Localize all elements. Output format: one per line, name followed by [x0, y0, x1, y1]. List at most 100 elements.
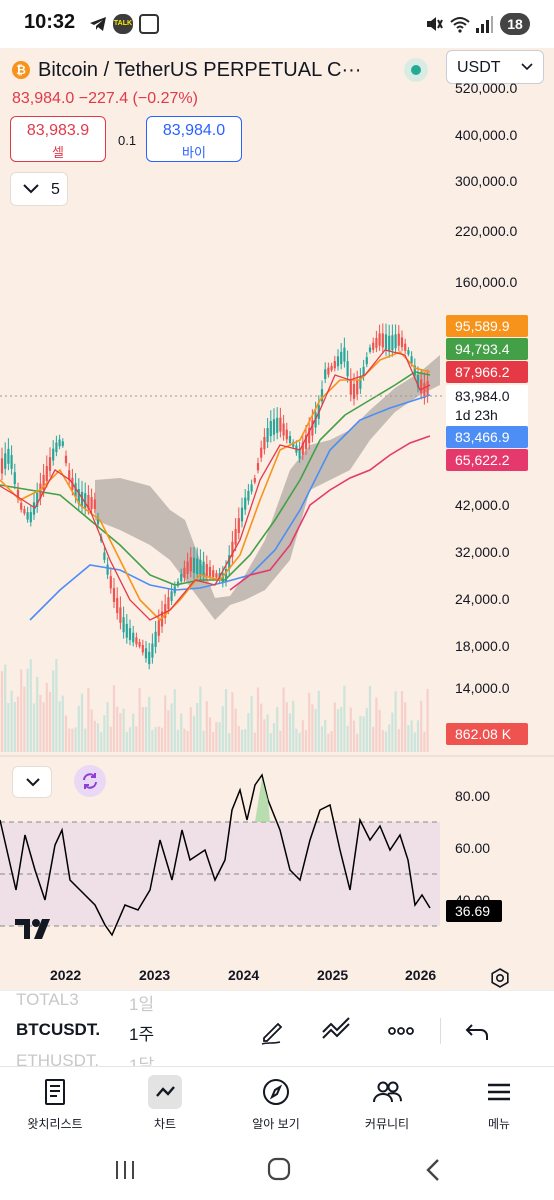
candle [375, 337, 378, 348]
candle [311, 420, 314, 436]
candle [365, 357, 368, 365]
undo-icon[interactable] [464, 1016, 492, 1046]
price-tag: 83,466.9 [446, 426, 528, 448]
nav-menu[interactable]: 메뉴 [444, 1066, 554, 1140]
drawing-pen-icon[interactable] [258, 1016, 288, 1046]
nav-chart[interactable]: 차트 [110, 1066, 220, 1140]
volume-bar [212, 732, 215, 752]
volume-bar [330, 731, 333, 752]
volume-bar [144, 707, 148, 752]
chart-header: ₿ Bitcoin / TetherUS PERPETUAL C··· USDT… [0, 48, 554, 206]
volume-bar [176, 729, 180, 752]
back-icon[interactable] [424, 1158, 444, 1182]
nav-watchlist[interactable]: 왓치리스트 [0, 1066, 110, 1140]
volume-bar [320, 726, 324, 752]
currency-select[interactable]: USDT [446, 50, 544, 84]
candle [343, 347, 346, 362]
volume-bar [119, 713, 122, 752]
volume-bar [132, 713, 135, 752]
candle [333, 361, 336, 369]
price-axis-label: 520,000.0 [455, 80, 518, 96]
volume-bar [333, 702, 336, 752]
candle [420, 379, 423, 394]
volume-bar [260, 703, 263, 752]
volume-bar [365, 708, 368, 752]
time-axis-label: 2026 [405, 967, 437, 983]
candle [298, 448, 301, 459]
volume-bar [135, 726, 138, 752]
symbol-picker[interactable]: BTCUSDT. [16, 1020, 101, 1039]
volume-bar [93, 720, 96, 752]
rsi-collapse-button[interactable] [12, 766, 52, 798]
nav-explore[interactable]: 알아 보기 [221, 1066, 331, 1140]
volume-bar [381, 730, 384, 752]
rsi-axis-label: 80.00 [455, 788, 491, 804]
candle [324, 369, 327, 379]
volume-bar [426, 688, 429, 752]
rsi-refresh-button[interactable] [74, 765, 106, 797]
candle [64, 455, 68, 464]
candle [106, 564, 109, 575]
symbol-title[interactable]: Bitcoin / TetherUS PERPETUAL C··· [38, 58, 362, 81]
price-chart[interactable] [0, 0, 554, 990]
volume-bar [103, 715, 106, 752]
volume-bar [48, 691, 52, 752]
volume-bar [116, 706, 119, 752]
chevron-down-icon [23, 184, 39, 194]
nav-community[interactable]: 커뮤니티 [332, 1066, 442, 1140]
volume-bar [356, 733, 359, 752]
more-icon[interactable] [386, 1016, 416, 1046]
volume-bar [362, 716, 365, 752]
volume-bar [138, 687, 141, 752]
volume-bar [16, 696, 20, 752]
rsi-overbought-fill [255, 778, 270, 822]
volume-bar [208, 717, 212, 752]
volume-bar [276, 707, 279, 752]
candle [349, 379, 352, 395]
candle [93, 499, 96, 510]
volume-bar [61, 695, 64, 752]
indicators-toggle[interactable]: 5 [10, 172, 68, 206]
recent-apps-icon[interactable] [114, 1158, 136, 1182]
candle [388, 335, 391, 352]
volume-bar [413, 732, 416, 752]
price-axis-label: 32,000.0 [455, 544, 510, 560]
candle [116, 597, 119, 614]
candle [61, 441, 64, 446]
candle [167, 597, 170, 610]
candle [282, 423, 285, 436]
nav-community-label: 커뮤니티 [364, 1117, 410, 1131]
volume-bar [68, 728, 71, 752]
volume-bar [359, 715, 362, 752]
timeframe-picker[interactable]: 1주 [129, 1025, 155, 1044]
volume-bar [215, 722, 218, 752]
status-time: 10:32 [24, 11, 76, 33]
settings-icon[interactable] [488, 966, 512, 990]
volume-bar [298, 732, 301, 752]
candle [68, 470, 71, 481]
volume-bar [173, 689, 176, 752]
candle [340, 351, 343, 365]
price-axis-label: 14,000.0 [455, 680, 510, 696]
buy-button[interactable]: 83,984.0 바이 [146, 116, 242, 162]
sell-button[interactable]: 83,983.9 셀 [10, 116, 106, 162]
drawing-tools-icon[interactable] [320, 1016, 354, 1046]
volume-bar [205, 701, 208, 752]
community-icon [373, 1081, 402, 1103]
volume-bar [45, 682, 48, 752]
volume-bar [304, 730, 308, 752]
candle [144, 648, 148, 659]
symbol-title-row[interactable]: ₿ Bitcoin / TetherUS PERPETUAL C··· [12, 58, 394, 82]
candle [285, 429, 288, 440]
volume-bar [224, 689, 228, 752]
candle [292, 442, 295, 447]
price-tag: 65,622.2 [446, 449, 528, 471]
bitcoin-icon: ₿ [12, 61, 30, 79]
volume-bar [164, 695, 167, 752]
candle [368, 347, 372, 352]
buy-price: 83,984.0 [162, 122, 226, 139]
candle [42, 474, 45, 491]
spread-value: 0.1 [118, 133, 137, 148]
home-icon[interactable] [266, 1156, 292, 1182]
market-open-indicator[interactable] [404, 58, 428, 82]
